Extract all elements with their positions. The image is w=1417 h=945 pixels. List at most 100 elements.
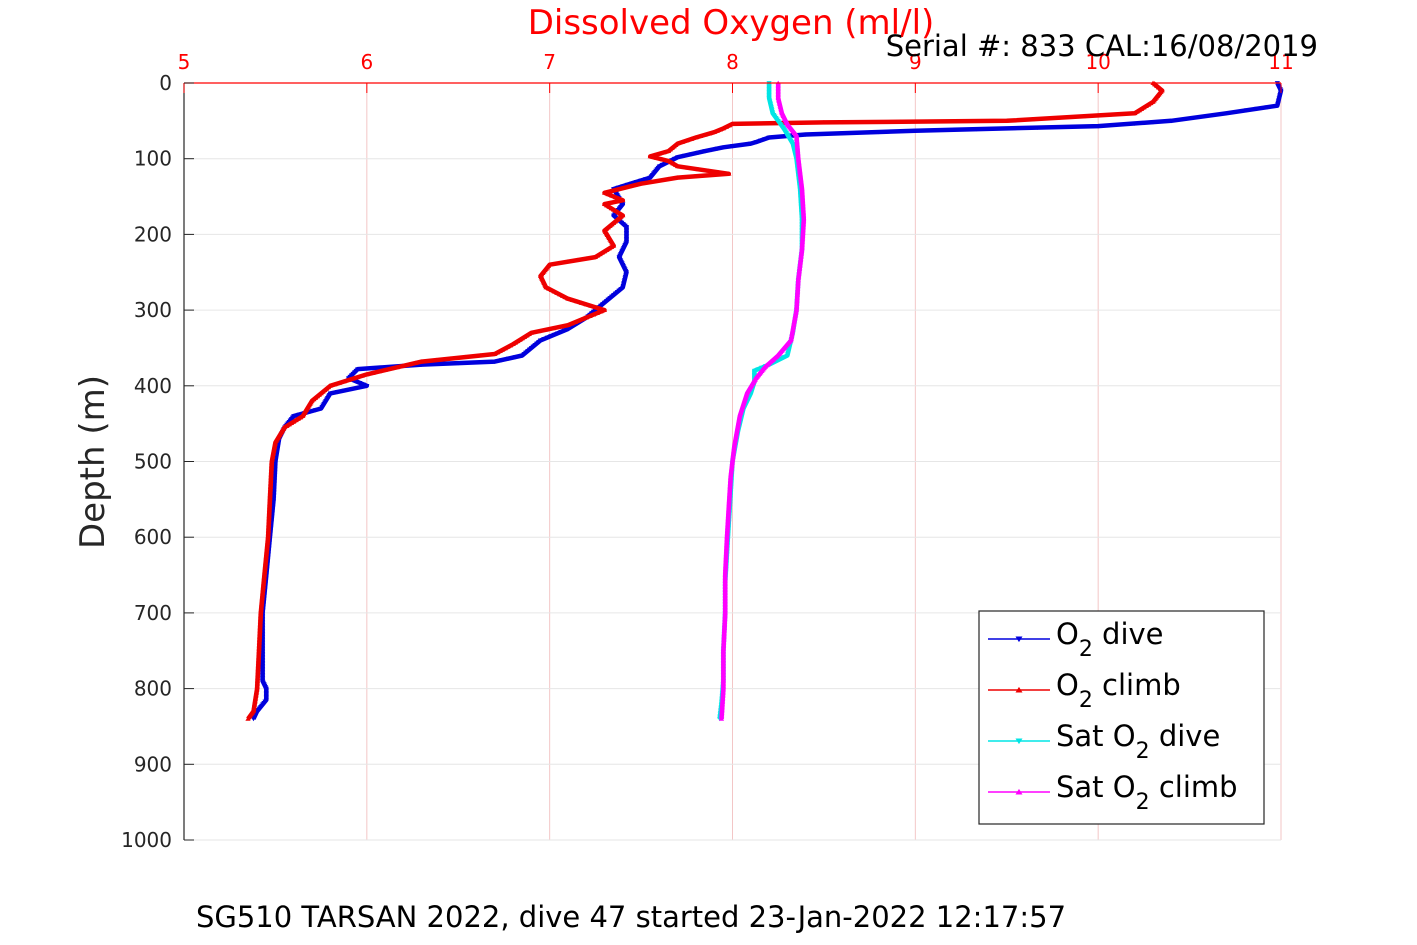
series-point: [755, 367, 761, 372]
series-point: [370, 370, 376, 375]
series-point: [1212, 112, 1218, 118]
series-point: [587, 313, 593, 318]
x-tick-label: 5: [178, 50, 191, 74]
series-point: [1106, 112, 1112, 117]
y-tick-label: 300: [134, 298, 172, 322]
series-1: [245, 80, 1165, 721]
series-point: [702, 149, 708, 154]
x-tick-label: 9: [909, 50, 922, 74]
legend-entry-1: O2 climb: [988, 668, 1181, 713]
series-point: [546, 286, 552, 291]
series-point: [614, 187, 620, 192]
y-tick-label: 900: [134, 752, 172, 776]
series-point: [1223, 111, 1229, 116]
series-point: [697, 133, 704, 138]
series-point: [688, 136, 694, 141]
series-point: [382, 367, 388, 372]
series-point: [356, 385, 363, 390]
series-point: [647, 179, 653, 184]
series-point: [341, 379, 347, 384]
series-point: [695, 166, 701, 172]
series-point: [608, 200, 614, 205]
series-point: [551, 289, 557, 294]
x-tick-label: 8: [726, 50, 739, 74]
series-point: [583, 302, 589, 307]
series-point: [652, 152, 658, 157]
series-point: [594, 310, 600, 315]
legend-marker: [1015, 686, 1023, 693]
series-point: [245, 716, 251, 721]
series-point: [653, 155, 659, 160]
series-point: [556, 260, 562, 265]
series-point: [614, 199, 620, 204]
series-point: [497, 348, 503, 354]
series-point: [565, 296, 571, 301]
series-point: [376, 365, 382, 370]
series-point: [318, 406, 324, 411]
series-point: [685, 165, 691, 170]
series-point: [332, 382, 338, 387]
legend-box: [978, 610, 1265, 825]
series-point: [502, 346, 508, 351]
series-point: [355, 374, 361, 380]
series-point: [633, 180, 640, 185]
chart-caption: SG510 TARSAN 2022, dive 47 started 23-Ja…: [196, 900, 1066, 934]
series-point: [555, 331, 561, 336]
series-point: [574, 257, 580, 262]
series-point: [616, 196, 622, 201]
series-point: [675, 155, 681, 160]
series-point: [565, 259, 571, 264]
series-point: [643, 177, 649, 182]
series-point: [632, 182, 638, 188]
series-point: [505, 344, 511, 349]
y-tick-label: 600: [134, 525, 172, 549]
series-point: [579, 316, 586, 322]
series-point: [608, 188, 614, 194]
series-point: [1034, 125, 1040, 131]
legend-marker: [1015, 636, 1023, 643]
chart-subtitle: Serial #: 833 CAL:16/08/2019: [886, 29, 1318, 63]
axes: [183, 82, 1282, 841]
series-point: [356, 380, 363, 386]
series-point: [661, 150, 667, 155]
series-point: [1274, 103, 1280, 109]
series-point: [729, 144, 736, 149]
series-point: [548, 287, 555, 293]
series-point: [364, 372, 370, 377]
series-point: [400, 363, 406, 368]
series-point: [519, 353, 525, 358]
series-point: [757, 138, 764, 143]
series-point: [592, 304, 598, 310]
legend-marker: [1015, 738, 1023, 745]
series-point: [707, 131, 713, 136]
series-point: [561, 328, 568, 333]
series-point: [638, 178, 644, 183]
series-point: [313, 408, 319, 413]
y-tick-labels: 0 100 200 300 400 500 600 700 800 900 1000: [121, 71, 172, 852]
series-point: [492, 359, 498, 364]
series-point: [821, 120, 827, 125]
series-point: [665, 148, 672, 153]
series-point: [364, 383, 370, 389]
series-point: [550, 325, 556, 331]
series-point: [558, 330, 564, 335]
series-point: [688, 152, 694, 157]
series-point: [659, 162, 666, 168]
series-point: [720, 126, 726, 131]
series-point: [492, 351, 498, 356]
series-point: [590, 312, 597, 317]
series-point: [543, 285, 549, 290]
series-point: [695, 150, 701, 155]
legend-marker: [1015, 788, 1023, 795]
series-point: [1150, 120, 1156, 125]
series-point: [1029, 116, 1035, 122]
series-point: [565, 327, 571, 332]
series-point: [579, 300, 585, 305]
series-point: [499, 358, 505, 363]
series-point: [647, 154, 653, 159]
series-point: [839, 131, 845, 136]
series-point: [1132, 110, 1138, 116]
series-point: [739, 143, 745, 148]
series-point: [681, 153, 688, 159]
